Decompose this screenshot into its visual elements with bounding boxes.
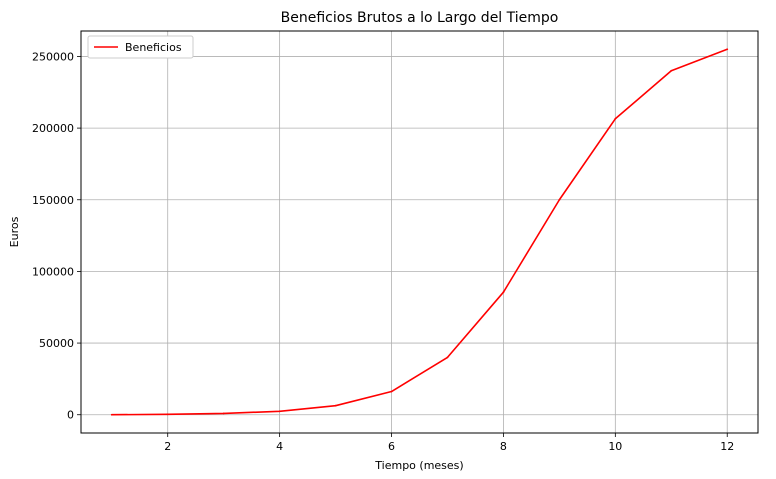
y-tick-label-0: 0 [67, 409, 74, 422]
data-point-0-9 [614, 117, 617, 120]
data-point-0-10 [670, 69, 673, 72]
data-point-0-7 [502, 291, 505, 294]
series-line-beneficios [111, 48, 728, 416]
x-tick-label-2: 6 [388, 440, 395, 453]
x-axis-title: Tiempo (meses) [374, 459, 463, 472]
x-tick-label-4: 10 [608, 440, 622, 453]
y-axis-ticks: 0 50000 100000 150000 200000 250000 [32, 50, 81, 422]
x-tick-label-5: 12 [720, 440, 734, 453]
plot-frame [80, 30, 759, 434]
x-axis-ticks: 2 4 6 8 10 12 [164, 433, 734, 453]
y-axis-title: Euros [8, 216, 21, 247]
x-tick-label-1: 4 [276, 440, 283, 453]
y-tick-label-4: 200000 [32, 122, 74, 135]
x-tick-label-3: 8 [500, 440, 507, 453]
y-tick-label-5: 250000 [32, 50, 74, 63]
data-point-0-8 [558, 198, 561, 201]
legend: Beneficios [87, 35, 194, 59]
data-point-0-5 [390, 390, 393, 393]
data-point-0-4 [334, 404, 337, 407]
series-layer [110, 48, 729, 416]
data-point-0-6 [446, 356, 449, 359]
grid-lines [81, 31, 758, 433]
data-point-0-1 [166, 413, 169, 416]
chart-title: Beneficios Brutos a lo Largo del Tiempo [281, 10, 559, 26]
data-point-0-3 [278, 410, 281, 413]
legend-label-beneficios: Beneficios [125, 41, 182, 54]
data-point-0-11 [726, 48, 729, 51]
x-tick-label-0: 2 [164, 440, 171, 453]
y-tick-label-1: 50000 [39, 337, 74, 350]
y-tick-label-2: 100000 [32, 265, 74, 278]
data-point-0-2 [222, 412, 225, 415]
data-point-0-0 [110, 413, 113, 416]
legend-box [87, 35, 194, 59]
y-tick-label-3: 150000 [32, 194, 74, 207]
